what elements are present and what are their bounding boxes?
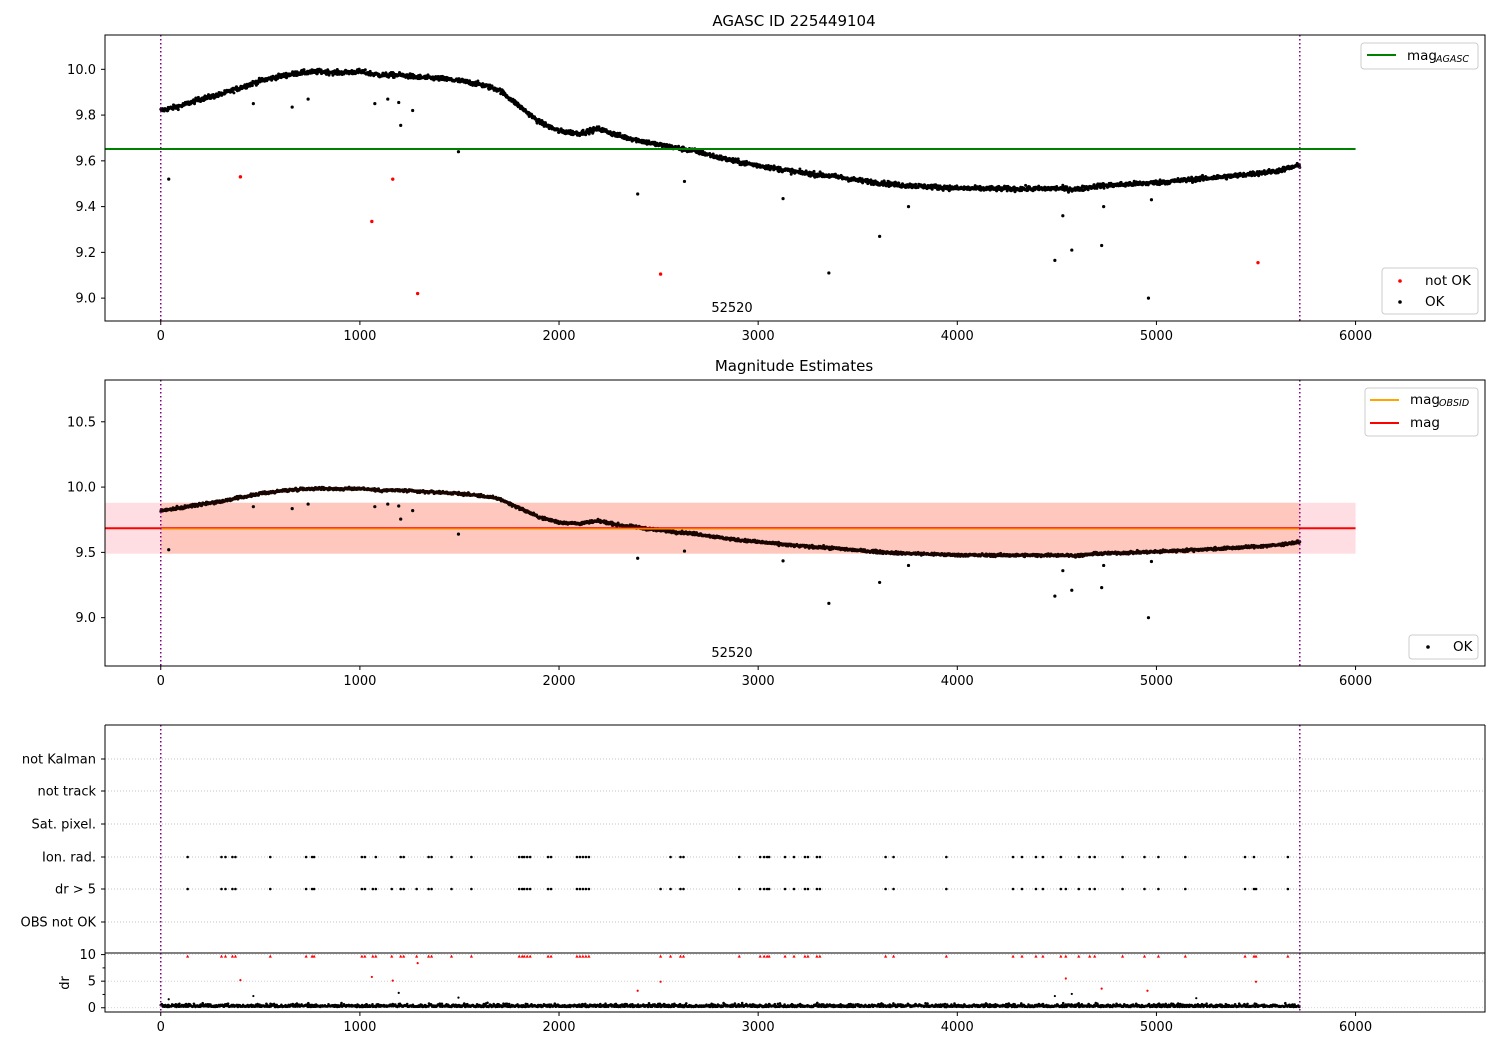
ok-points (159, 67, 1302, 300)
ok-outlier-point (781, 196, 785, 201)
ok-outlier-point (1100, 243, 1104, 248)
panel-magnitude-title: Magnitude Estimates (715, 357, 873, 375)
ok-outlier-point (290, 105, 294, 109)
x-tick-label: 3000 (742, 329, 775, 344)
ok-point (584, 133, 588, 137)
ok-point (327, 73, 331, 77)
x-tick-label: 4000 (941, 329, 974, 344)
not-ok-point (391, 177, 395, 181)
ok-outlier-point (386, 97, 390, 101)
ok-point (719, 154, 723, 158)
ok-point (363, 68, 367, 72)
panel-agasc-title: AGASC ID 225449104 (712, 12, 875, 30)
not-ok-point (658, 272, 663, 276)
ok-outlier-point (411, 108, 415, 113)
y-tick-label: 9.6 (75, 154, 96, 169)
ok-outlier-point (1146, 296, 1151, 300)
ok-point (1065, 185, 1069, 189)
y-tick-label: 9.2 (75, 246, 96, 261)
ok-outlier-point (399, 123, 403, 127)
ok-outlier-point (1149, 198, 1154, 202)
ok-outlier-point (167, 177, 171, 181)
not-ok-point (415, 291, 420, 296)
ok-point (914, 182, 918, 186)
legend-mag-agasc-sub: AGASC (1435, 54, 1469, 65)
ok-outlier-point (906, 205, 911, 209)
ok-point (1280, 170, 1284, 174)
ok-point (618, 131, 622, 135)
ok-outlier-point (456, 150, 461, 154)
ok-point (468, 79, 472, 83)
y-tick-label: 9.8 (75, 109, 96, 124)
x-tick-label: 6000 (1339, 329, 1372, 344)
y-tick-label: 10.0 (67, 63, 96, 78)
ok-point (1037, 184, 1041, 188)
ok-outlier-point (878, 234, 882, 238)
ok-outlier-point (397, 100, 401, 105)
legend-not-ok-label: not OK (1425, 273, 1472, 289)
ok-point (581, 128, 585, 132)
panel-agasc-legend-top: mag AGASC (1360, 42, 1479, 70)
ok-point (232, 91, 236, 95)
ok-outlier-point (251, 102, 255, 106)
not-ok-point (370, 219, 374, 224)
ok-point (660, 142, 663, 146)
ok-point (897, 181, 901, 185)
y-tick-label: 9.4 (75, 200, 96, 215)
ok-outlier-point (1102, 205, 1106, 209)
ok-point (1024, 183, 1028, 187)
y-tick-label: 9.0 (75, 292, 96, 307)
ok-point (798, 167, 802, 171)
ok-outlier-point (636, 192, 640, 196)
ok-point (331, 73, 335, 77)
ok-outlier-point (1053, 258, 1057, 262)
legend-ok-label: OK (1425, 294, 1446, 310)
ok-outlier-point (373, 102, 377, 106)
ok-point (789, 172, 793, 176)
ok-point (1095, 186, 1099, 190)
ok-outlier-point (1061, 214, 1065, 218)
ok-outlier-point (827, 271, 831, 275)
x-tick-label: 2000 (542, 329, 575, 344)
x-tick-label: 1000 (343, 329, 376, 344)
ok-point (1102, 186, 1106, 190)
ok-point (941, 188, 945, 192)
panel-agasc-legend-bottom: not OK OK (1381, 267, 1479, 315)
ok-point (250, 84, 254, 88)
x-tick-label: 5000 (1140, 329, 1173, 344)
panel-agasc-annotation: 52520 (711, 301, 752, 316)
not-ok-point (238, 175, 243, 179)
not-ok-point (1256, 260, 1260, 265)
legend-not-ok-marker (1398, 279, 1402, 283)
ok-point (1067, 190, 1070, 194)
x-tick-label: 0 (157, 329, 165, 344)
ok-point (176, 108, 180, 112)
ok-point (736, 157, 740, 161)
ok-outlier-point (682, 179, 687, 184)
ok-point (711, 152, 715, 156)
legend-mag-agasc-label: mag (1407, 48, 1437, 64)
ok-outlier-point (306, 97, 310, 101)
ok-outlier-point (1070, 248, 1074, 252)
ok-point (302, 68, 306, 72)
ok-point (812, 169, 816, 173)
panel-agasc: AGASC ID 225449104 0 1000 2000 3000 4000 5000… (67, 12, 1486, 344)
legend-ok-marker (1398, 300, 1402, 304)
ok-point (442, 75, 446, 79)
ok-point (677, 144, 681, 148)
ok-point (869, 182, 873, 186)
ok-point (476, 79, 480, 83)
ok-point (681, 145, 685, 149)
